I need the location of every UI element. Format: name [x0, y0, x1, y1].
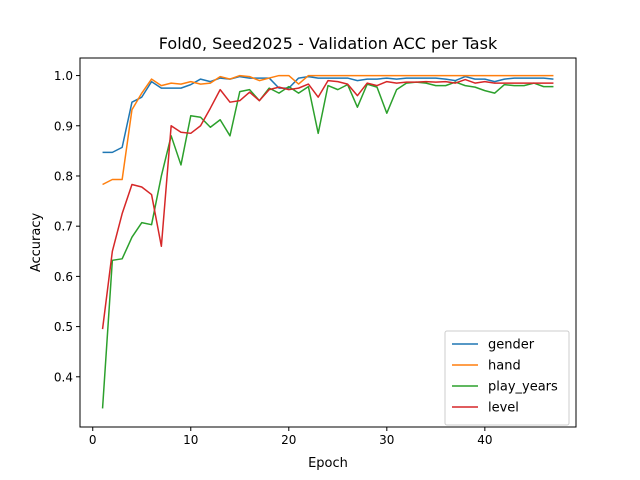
x-axis-ticks: 0 10 20 30 40: [89, 427, 492, 447]
series-line-hand: [102, 74, 554, 186]
y-tick-label: 1.0: [54, 69, 73, 83]
x-axis-label: Epoch: [308, 456, 348, 471]
chart-title: Fold0, Seed2025 - Validation ACC per Tas…: [159, 34, 498, 53]
y-axis-label: Accuracy: [29, 213, 44, 273]
legend-label-hand: hand: [488, 359, 521, 374]
series-line-level: [101, 78, 554, 330]
y-tick-label: 0.7: [54, 220, 73, 234]
series-line-play-years: [101, 81, 554, 409]
y-tick-label: 0.9: [54, 119, 73, 133]
x-tick-label: 20: [281, 433, 296, 447]
x-tick-label: 40: [477, 433, 492, 447]
legend-label-gender: gender: [488, 338, 535, 353]
x-tick-label: 0: [89, 433, 97, 447]
x-tick-label: 10: [183, 433, 198, 447]
legend-box: [444, 330, 570, 426]
legend-label-level: level: [488, 401, 519, 416]
y-tick-label: 0.5: [54, 320, 73, 334]
y-axis-ticks: 0.4 0.5 0.6 0.7 0.8 0.9 1.0: [54, 69, 80, 384]
y-tick-label: 0.8: [54, 169, 73, 183]
plot-area-frame: [79, 57, 577, 428]
series-lines: [101, 74, 554, 409]
legend-label-play-years: play_years: [488, 380, 558, 395]
x-tick-label: 30: [379, 433, 394, 447]
y-tick-label: 0.6: [54, 270, 73, 284]
y-tick-label: 0.4: [54, 370, 73, 384]
series-line-gender: [102, 75, 554, 154]
